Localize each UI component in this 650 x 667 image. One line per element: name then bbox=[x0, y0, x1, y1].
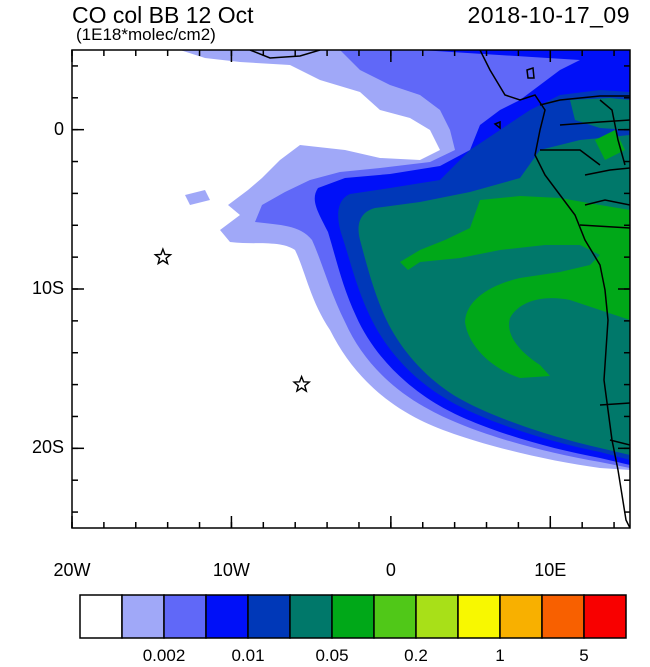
axis-ticks bbox=[71, 50, 630, 528]
map-plot-area bbox=[72, 50, 630, 528]
x-tick-label: 10E bbox=[534, 560, 567, 580]
colorbar-swatch bbox=[583, 594, 627, 639]
colorbar-label: 0.01 bbox=[231, 646, 265, 665]
colorbar-swatch bbox=[121, 594, 165, 639]
colorbar-swatch bbox=[247, 594, 291, 639]
colorbar-label: 1 bbox=[495, 646, 505, 665]
colorbar-swatch bbox=[499, 594, 543, 639]
x-tick-label: 0 bbox=[385, 560, 396, 580]
colorbar-label: 5 bbox=[579, 646, 589, 665]
colorbar-swatch bbox=[79, 594, 123, 639]
colorbar-swatch bbox=[415, 594, 459, 639]
x-tick-label: 10W bbox=[212, 560, 250, 580]
colorbar-swatch bbox=[373, 594, 417, 639]
co-band-lightest-patch bbox=[185, 190, 210, 205]
colorbar-swatch bbox=[331, 594, 375, 639]
colorbar-swatch bbox=[289, 594, 333, 639]
colorbar-label: 0.2 bbox=[404, 646, 428, 665]
map-title: CO col BB 12 Oct bbox=[72, 2, 254, 28]
colorbar-swatch bbox=[541, 594, 585, 639]
map-timestamp: 2018-10-17_09 bbox=[467, 2, 630, 28]
coastline bbox=[249, 50, 630, 528]
co-band-green bbox=[400, 196, 630, 378]
map-units: (1E18*molec/cm2) bbox=[76, 25, 216, 44]
star-marker-2 bbox=[292, 374, 312, 393]
star-marker-1 bbox=[153, 247, 173, 266]
colorbar-label: 0.002 bbox=[142, 646, 186, 665]
y-tick-label: 0 bbox=[53, 118, 64, 139]
x-tick-label: 20W bbox=[53, 560, 91, 580]
colorbar-swatch bbox=[205, 594, 249, 639]
y-tick-label: 20S bbox=[31, 437, 64, 458]
colorbar-label: 0.05 bbox=[315, 646, 349, 665]
colorbar bbox=[79, 594, 627, 639]
star-markers bbox=[153, 247, 312, 393]
y-tick-label: 10S bbox=[31, 278, 64, 298]
colorbar-swatch bbox=[163, 594, 207, 639]
colorbar-swatch bbox=[457, 594, 501, 639]
